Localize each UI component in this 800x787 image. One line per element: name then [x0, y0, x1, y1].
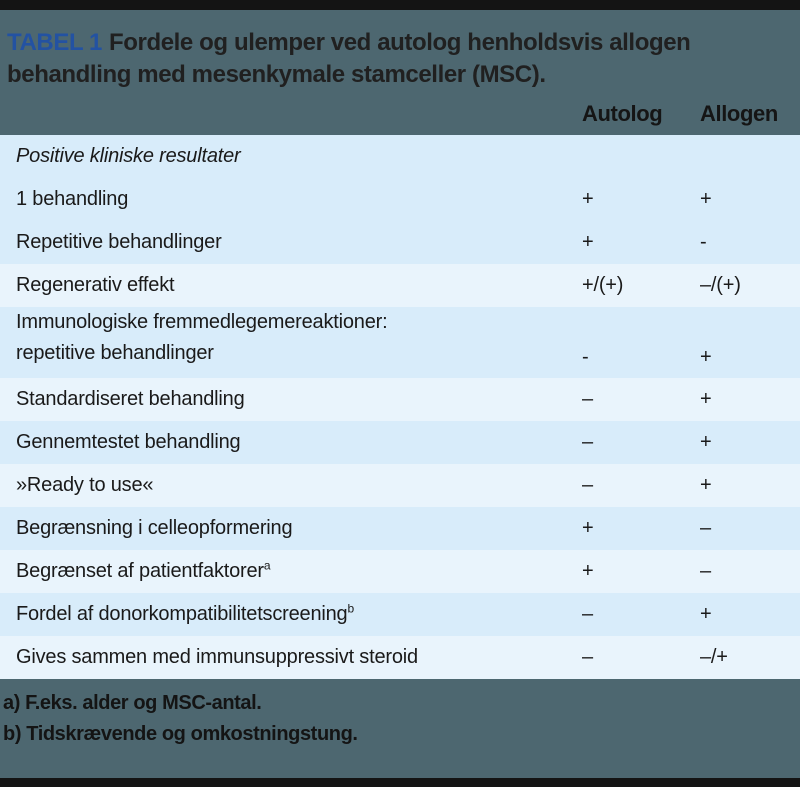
column-header-allogen: Allogen — [700, 101, 778, 126]
table-row: Gennemtestet behandling – + — [0, 421, 800, 464]
row-label: Begrænsning i celleopformering — [16, 517, 293, 539]
table-row: Regenerativ effekt +/(+) –/(+) — [0, 264, 800, 307]
autolog-value: + — [582, 188, 594, 210]
autolog-value: + — [582, 517, 594, 539]
autolog-value: + — [582, 231, 594, 253]
autolog-value: + — [582, 560, 594, 582]
allogen-value: + — [700, 474, 712, 496]
footnote-b: b) Tidskrævende og omkostningstung. — [3, 723, 358, 745]
allogen-value: + — [700, 188, 712, 210]
footnotes: a) F.eks. alder og MSC-antal. b) Tidskræ… — [0, 679, 800, 778]
autolog-value: – — [582, 431, 593, 453]
table-row: »Ready to use« – + — [0, 464, 800, 507]
row-label: Standardiseret behandling — [16, 388, 245, 410]
autolog-value: +/(+) — [582, 274, 624, 296]
table-row: Begrænsning i celleopformering + – — [0, 507, 800, 550]
allogen-value: - — [700, 231, 707, 253]
footnote-a: a) F.eks. alder og MSC-antal. — [3, 692, 262, 714]
row-label: Repetitive behandlinger — [16, 231, 222, 253]
table-row: Repetitive behandlinger + - — [0, 221, 800, 264]
table-row: Positive kliniske resultater — [0, 135, 800, 178]
allogen-value: –/+ — [700, 646, 728, 668]
autolog-value: – — [582, 603, 593, 625]
row-label: Regenerativ effekt — [16, 274, 175, 296]
table-row: 1 behandling + + — [0, 178, 800, 221]
autolog-value: – — [582, 388, 593, 410]
allogen-value: – — [700, 560, 711, 582]
row-label: Gennemtestet behandling — [16, 431, 241, 453]
table-number-label: TABEL 1 — [7, 29, 102, 56]
table-masthead: TABEL 1 Fordele og ulemper ved autolog he… — [0, 10, 800, 135]
row-label: Positive kliniske resultater — [16, 145, 241, 167]
row-label: Immunologiske fremmedlegemereaktioner: re… — [16, 311, 388, 364]
autolog-value: – — [582, 646, 593, 668]
table-row: Standardiseret behandling – + — [0, 378, 800, 421]
row-label: Gives sammen med immunsuppressivt steroi… — [16, 646, 418, 668]
autolog-value: - — [582, 346, 589, 368]
allogen-value: + — [700, 431, 712, 453]
row-label: 1 behandling — [16, 188, 129, 210]
column-header-row: Autolog Allogen — [0, 91, 800, 135]
table-row: Begrænset af patientfaktorera + – — [0, 550, 800, 593]
column-header-autolog: Autolog — [582, 101, 663, 126]
row-label: Begrænset af patientfaktorera — [16, 558, 271, 582]
table-row: Immunologiske fremmedlegemereaktioner: re… — [0, 307, 800, 378]
autolog-value: – — [582, 474, 593, 496]
allogen-value: + — [700, 388, 712, 410]
allogen-value: + — [700, 603, 712, 625]
top-border-bar — [0, 0, 800, 10]
row-label: Fordel af donorkompatibilitetscreeningb — [16, 601, 354, 625]
bottom-border-bar — [0, 778, 800, 787]
table-row: Fordel af donorkompatibilitetscreeningb … — [0, 593, 800, 636]
page-title: TABEL 1 Fordele og ulemper ved autolog he… — [0, 10, 800, 91]
row-label: »Ready to use« — [16, 474, 154, 496]
table-title-text: Fordele og ulemper ved autolog henholdsv… — [7, 29, 691, 88]
allogen-value: + — [700, 346, 712, 368]
table-row: Gives sammen med immunsuppressivt steroi… — [0, 636, 800, 679]
table-body: Positive kliniske resultater 1 behandlin… — [0, 135, 800, 679]
allogen-value: – — [700, 517, 711, 539]
allogen-value: –/(+) — [700, 274, 741, 296]
